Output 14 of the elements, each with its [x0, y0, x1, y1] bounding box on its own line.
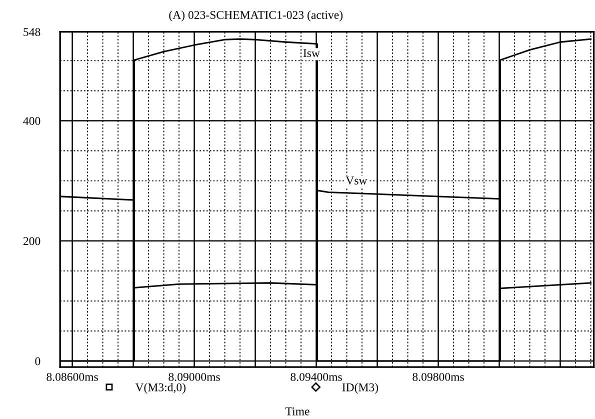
x-tick-label: 8.08600ms	[46, 372, 98, 381]
x-tick-label: 8.09400ms	[290, 372, 342, 381]
y-tick-label: 200	[23, 237, 40, 246]
annotation: Isw	[303, 49, 320, 58]
y-tick-label: 548	[24, 28, 40, 36]
x-axis-title: Time	[285, 407, 310, 416]
x-tick-label: 8.09800ms	[412, 372, 464, 381]
legend-label: V(M3:d,0)	[135, 383, 186, 394]
y-tick-label: 400	[23, 116, 40, 125]
legend-label: ID(M3)	[342, 383, 378, 394]
annotation: Vsw	[346, 176, 368, 185]
x-tick-label: 8.09000ms	[168, 372, 220, 381]
y-tick-label: 0	[35, 357, 40, 366]
chart-title: (A) 023-SCHEMATIC1-023 (active)	[169, 10, 343, 22]
